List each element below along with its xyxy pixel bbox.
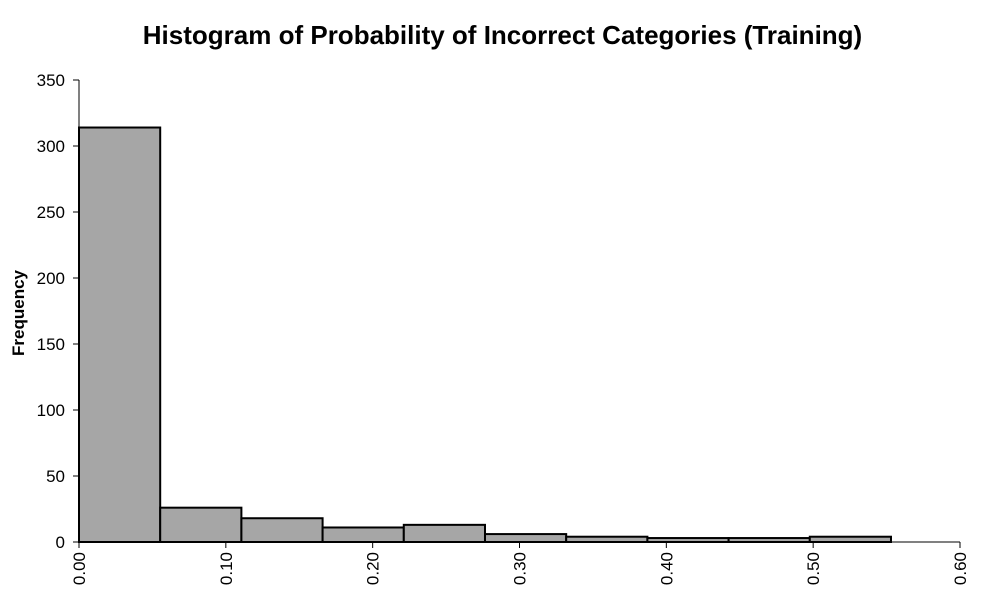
y-tick-label-7: 350	[37, 71, 65, 90]
y-tick-label-2: 100	[37, 401, 65, 420]
y-tick-label-4: 200	[37, 269, 65, 288]
x-tick-label-6: 0.60	[951, 552, 970, 585]
x-tick-label-2: 0.20	[364, 552, 383, 585]
y-tick-label-5: 250	[37, 203, 65, 222]
y-tick-label-1: 50	[46, 467, 65, 486]
histogram-bar-2	[240, 517, 324, 543]
y-tick-label-0: 0	[56, 533, 65, 552]
x-tick-label-5: 0.50	[804, 552, 823, 585]
x-tick-label-4: 0.40	[657, 552, 676, 585]
histogram-bar-8	[727, 537, 811, 543]
y-tick-label-6: 300	[37, 137, 65, 156]
y-axis-title: Frequency	[9, 269, 28, 356]
histogram-bar-5	[483, 533, 568, 544]
histogram-bar-9	[808, 535, 892, 543]
histogram-bar-4	[402, 523, 486, 544]
x-tick-label-3: 0.30	[511, 552, 530, 585]
y-tick-label-3: 150	[37, 335, 65, 354]
histogram-bar-7	[646, 537, 730, 543]
histogram-bar-6	[565, 535, 649, 543]
histogram-bar-1	[159, 506, 243, 543]
x-tick-label-0: 0.00	[70, 552, 89, 585]
chart-title: Histogram of Probability of Incorrect Ca…	[142, 20, 863, 50]
histogram-bar-0	[78, 126, 162, 544]
histogram-bar-3	[321, 526, 405, 543]
x-tick-label-1: 0.10	[217, 552, 236, 585]
